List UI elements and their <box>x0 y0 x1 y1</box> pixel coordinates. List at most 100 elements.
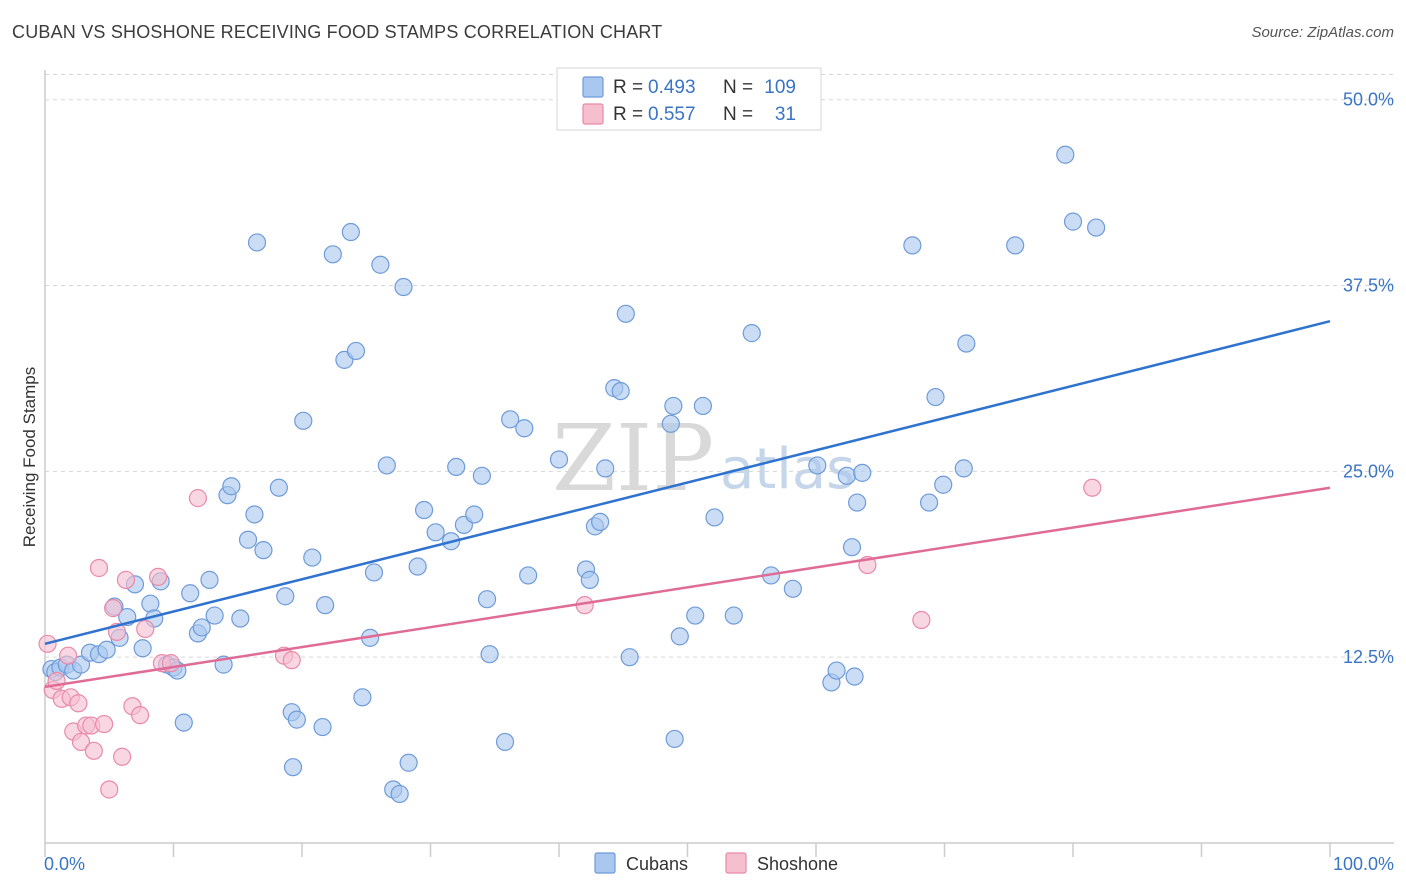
chart-source: Source: ZipAtlas.com <box>1251 24 1394 41</box>
cubans-point <box>426 523 445 542</box>
y-tick-label: 50.0% <box>1343 90 1394 110</box>
cubans-point <box>845 667 864 686</box>
cubans-point <box>620 648 639 667</box>
cubans-point <box>611 381 630 401</box>
cubans-point <box>303 548 322 567</box>
cubans-point <box>231 609 250 628</box>
cubans-point <box>665 729 684 749</box>
legend-n-value-shoshone: 31 <box>775 104 796 125</box>
watermark-zip: ZIP <box>552 405 714 512</box>
cubans-point <box>919 493 939 512</box>
cubans-point <box>341 222 360 242</box>
legend-n-value-cubans: 109 <box>764 77 796 98</box>
cubans-point <box>903 236 922 255</box>
bottom-legend-swatch-cubans <box>594 852 616 874</box>
cubans-point <box>269 478 288 497</box>
y-tick-label: 37.5% <box>1343 276 1394 296</box>
shoshone-point <box>59 646 78 665</box>
shoshone-point <box>136 619 155 639</box>
cubans-point <box>200 570 219 589</box>
chart-title: CUBAN VS SHOSHONE RECEIVING FOOD STAMPS … <box>12 22 663 42</box>
shoshone-point <box>71 732 91 752</box>
cubans-point <box>480 645 499 664</box>
gridlines <box>45 73 1394 658</box>
legend-swatch-cubans <box>582 76 604 98</box>
x-ticks <box>44 843 1331 857</box>
cubans-point <box>141 594 160 613</box>
cubans-point <box>254 541 273 560</box>
cubans-point <box>205 606 224 625</box>
shoshone-point <box>104 599 123 618</box>
legend-r-value-shoshone: 0.557 <box>648 104 696 125</box>
cubans-point <box>222 477 241 496</box>
shoshone-point <box>69 694 88 713</box>
cubans-point <box>827 661 846 680</box>
cubans-point <box>414 500 434 520</box>
shoshone-point <box>112 747 132 766</box>
cubans-point <box>294 411 313 430</box>
shoshone-point <box>100 780 119 799</box>
cubans-point <box>853 463 872 482</box>
cubans-point <box>174 713 193 732</box>
cubans-point <box>1087 218 1106 237</box>
cubans-point <box>1006 236 1025 255</box>
y-axis-label: Receiving Food Stamps <box>20 367 39 547</box>
cubans-trendline <box>44 320 1331 646</box>
cubans-point <box>477 590 497 609</box>
bottom-legend-label-cubans: Cubans <box>626 854 688 874</box>
cubans-point <box>926 387 945 407</box>
trendlines <box>44 320 1331 689</box>
cubans-point <box>580 570 599 589</box>
cubans-point <box>447 457 466 477</box>
cubans-point <box>842 538 862 557</box>
shoshone-point <box>912 610 931 630</box>
cubans-point <box>686 606 705 625</box>
cubans-point <box>371 255 390 274</box>
cubans-point <box>465 505 484 524</box>
cubans-point <box>181 584 200 603</box>
shoshone-point <box>1083 478 1102 497</box>
cubans-point <box>353 688 372 707</box>
cubans-point <box>808 456 827 475</box>
legend-swatch-shoshone <box>582 103 604 125</box>
cubans-point <box>501 410 520 429</box>
cubans-point <box>346 341 366 361</box>
x-tick-label-min: 0.0% <box>44 854 85 874</box>
shoshone-point <box>188 489 208 508</box>
y-tick-label: 12.5% <box>1343 647 1394 667</box>
y-tick-labels: 12.5% 25.0% 37.5% 50.0% <box>1343 90 1394 667</box>
cubans-point <box>596 459 615 478</box>
shoshone-point <box>84 741 103 760</box>
cubans-point <box>519 566 538 585</box>
cubans-point <box>661 414 680 433</box>
bottom-legend-swatch-shoshone <box>725 852 747 874</box>
cubans-point <box>238 530 258 549</box>
shoshone-point <box>130 706 150 725</box>
cubans-point <box>97 640 116 659</box>
cubans-point <box>133 639 152 658</box>
cubans-point <box>399 753 418 772</box>
cubans-point <box>283 758 303 777</box>
cubans-point <box>724 606 743 625</box>
cubans-point <box>934 475 953 494</box>
cubans-point <box>1056 145 1075 164</box>
legend-n-label: N = <box>723 104 753 125</box>
cubans-point <box>408 557 427 576</box>
cubans-point <box>245 505 264 524</box>
shoshone-trendline <box>44 486 1331 689</box>
cubans-point <box>705 508 724 527</box>
cubans-point <box>515 419 534 438</box>
scatter-points <box>38 145 1106 804</box>
shoshone-point <box>148 567 168 587</box>
legend-r-label: R = <box>613 77 643 98</box>
cubans-point <box>549 450 569 469</box>
cubans-point <box>390 784 409 804</box>
cubans-point <box>495 732 515 752</box>
legend-box: R = 0.493 N = 109 R = 0.557 N = 31 <box>556 67 822 131</box>
shoshone-point <box>95 714 114 734</box>
cubans-point <box>377 456 396 475</box>
y-tick-label: 25.0% <box>1343 461 1394 481</box>
legend-r-value-cubans: 0.493 <box>648 77 696 98</box>
shoshone-point <box>116 570 136 589</box>
